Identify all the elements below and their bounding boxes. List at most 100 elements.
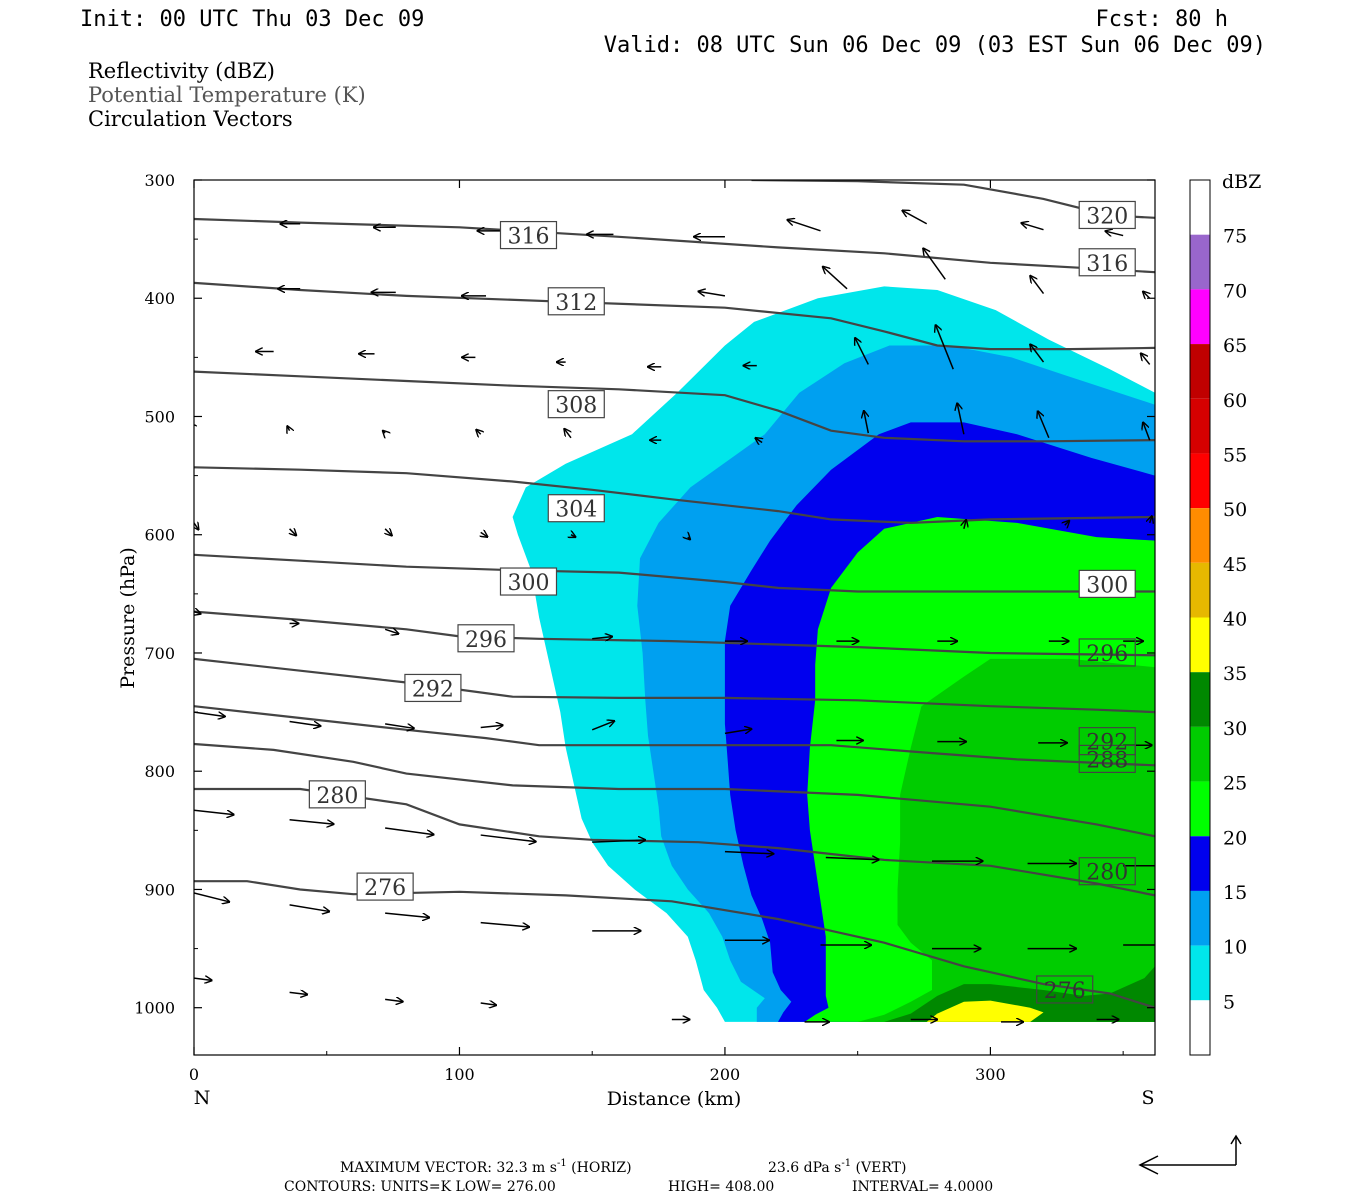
contour-label-box bbox=[547, 494, 605, 523]
y-tick-label: 500 bbox=[144, 407, 175, 426]
colorbar-segment bbox=[1190, 890, 1210, 946]
vector-arrow bbox=[564, 429, 571, 439]
x-end-label-south: S bbox=[1141, 1087, 1154, 1109]
vector-arrow bbox=[385, 999, 403, 1001]
vector-arrow bbox=[194, 978, 212, 980]
contour-label-box bbox=[499, 567, 558, 596]
vector-arrow bbox=[1141, 353, 1151, 365]
colorbar-segment bbox=[1190, 180, 1210, 235]
contour-label: 316 bbox=[507, 225, 549, 250]
vector-arrow bbox=[592, 637, 612, 639]
vector-arrow bbox=[788, 220, 821, 232]
contour-label-box bbox=[547, 287, 605, 316]
vector-arrow bbox=[287, 426, 289, 430]
contour-label: 292 bbox=[412, 677, 454, 702]
contour-label: 304 bbox=[555, 498, 597, 523]
vector-arrow bbox=[480, 834, 536, 842]
valid-time: Valid: 08 UTC Sun 06 Dec 09 (03 EST Sun … bbox=[604, 33, 1266, 58]
colorbar-label: 20 bbox=[1223, 827, 1247, 849]
contour-label-box bbox=[1078, 248, 1136, 277]
vector-arrow bbox=[923, 249, 946, 280]
contour-label: 296 bbox=[465, 628, 507, 653]
contour-label: 276 bbox=[364, 876, 406, 901]
contour-label: 320 bbox=[1086, 204, 1128, 229]
vector-arrow bbox=[1106, 231, 1124, 235]
colorbar-frame bbox=[1189, 179, 1211, 1056]
theta-contour-300 bbox=[194, 610, 1155, 657]
contour-label-box bbox=[404, 673, 462, 703]
vector-arrow bbox=[724, 852, 773, 854]
x-tick-label: 200 bbox=[710, 1065, 741, 1084]
colorbar-segment bbox=[1190, 289, 1210, 345]
vector-arrow bbox=[1143, 292, 1150, 299]
vector-arrow bbox=[383, 431, 385, 433]
colorbar-label: 5 bbox=[1223, 991, 1235, 1013]
reflectivity-fills bbox=[512, 286, 1155, 1022]
vector-arrow bbox=[194, 523, 198, 530]
colorbar-label: 50 bbox=[1223, 499, 1247, 521]
footer-max-vector: MAXIMUM VECTOR: 32.3 m s-1 (HORIZ) bbox=[340, 1158, 632, 1176]
contour-label: 276 bbox=[1044, 979, 1086, 1004]
theta-contour-296 bbox=[194, 657, 1155, 714]
vector-arrow bbox=[699, 291, 726, 297]
contour-label-box bbox=[499, 220, 558, 250]
vector-arrow bbox=[194, 612, 201, 614]
vector-arrow bbox=[194, 892, 229, 902]
contour-label: 316 bbox=[1086, 252, 1128, 277]
vector-arrow bbox=[289, 904, 330, 912]
vector-arrow bbox=[289, 992, 308, 994]
contour-label: 300 bbox=[1086, 573, 1128, 598]
colorbar-segment bbox=[1190, 508, 1210, 563]
contour-label-box bbox=[547, 390, 605, 419]
contour-label-box bbox=[457, 624, 515, 653]
forecast-hour: Fcst: 80 h bbox=[1096, 7, 1228, 32]
contour-label-box bbox=[308, 780, 366, 809]
colorbar-segment bbox=[1190, 836, 1210, 891]
title-potential-temperature: Potential Temperature (K) bbox=[88, 83, 366, 107]
vector-arrow bbox=[957, 403, 965, 435]
contour-label: 280 bbox=[316, 784, 358, 809]
vector-arrow bbox=[385, 529, 392, 536]
contour-label: 296 bbox=[1086, 642, 1128, 667]
footer-contours: CONTOURS: UNITS=K LOW= 276.00 bbox=[284, 1179, 556, 1195]
reflectivity-region-35 bbox=[926, 1000, 1044, 1022]
theta-contour-288 bbox=[194, 742, 1155, 838]
contour-label: 312 bbox=[555, 291, 597, 316]
vector-arrow bbox=[1038, 411, 1050, 439]
vector-arrow bbox=[190, 424, 194, 428]
vector-arrow bbox=[385, 827, 433, 835]
theta-contour-312 bbox=[194, 370, 1155, 443]
vector-arrow bbox=[480, 1003, 496, 1005]
x-end-label-north: N bbox=[194, 1087, 211, 1109]
contour-label: 280 bbox=[1086, 861, 1128, 886]
y-tick-label: 900 bbox=[144, 880, 175, 899]
colorbar-label: 65 bbox=[1223, 335, 1247, 357]
colorbar-label: 45 bbox=[1223, 554, 1247, 576]
vector-arrow bbox=[756, 438, 763, 442]
colorbar-segment bbox=[1190, 617, 1210, 673]
colorbar-segment bbox=[1190, 453, 1210, 509]
colorbar-label: 35 bbox=[1223, 663, 1247, 685]
vector-arrow bbox=[823, 267, 848, 290]
y-tick-label: 1000 bbox=[134, 999, 175, 1018]
colorbar-segment bbox=[1190, 726, 1210, 782]
vector-arrow bbox=[571, 535, 575, 537]
footer-contours-interval: INTERVAL= 4.0000 bbox=[852, 1179, 993, 1195]
colorbar-label: 55 bbox=[1223, 444, 1247, 466]
footer-vertical-vector: 23.6 dPa s-1 (VERT) bbox=[768, 1158, 906, 1176]
contour-label: 288 bbox=[1086, 748, 1128, 773]
vector-arrow bbox=[194, 711, 225, 716]
colorbar-label: 10 bbox=[1223, 937, 1247, 959]
vector-arrow bbox=[1030, 344, 1045, 363]
x-tick-label: 100 bbox=[444, 1065, 475, 1084]
x-tick-label: 0 bbox=[189, 1065, 199, 1084]
y-tick-label: 400 bbox=[144, 289, 175, 308]
vector-arrow bbox=[592, 840, 645, 842]
vector-arrow bbox=[1143, 423, 1151, 441]
contour-label-box bbox=[356, 872, 414, 901]
vector-arrow bbox=[1065, 521, 1069, 525]
colorbar-segment bbox=[1190, 398, 1210, 454]
title-circulation-vectors: Circulation Vectors bbox=[88, 107, 293, 131]
vector-arrow bbox=[480, 725, 503, 727]
vector-arrow bbox=[864, 411, 868, 434]
